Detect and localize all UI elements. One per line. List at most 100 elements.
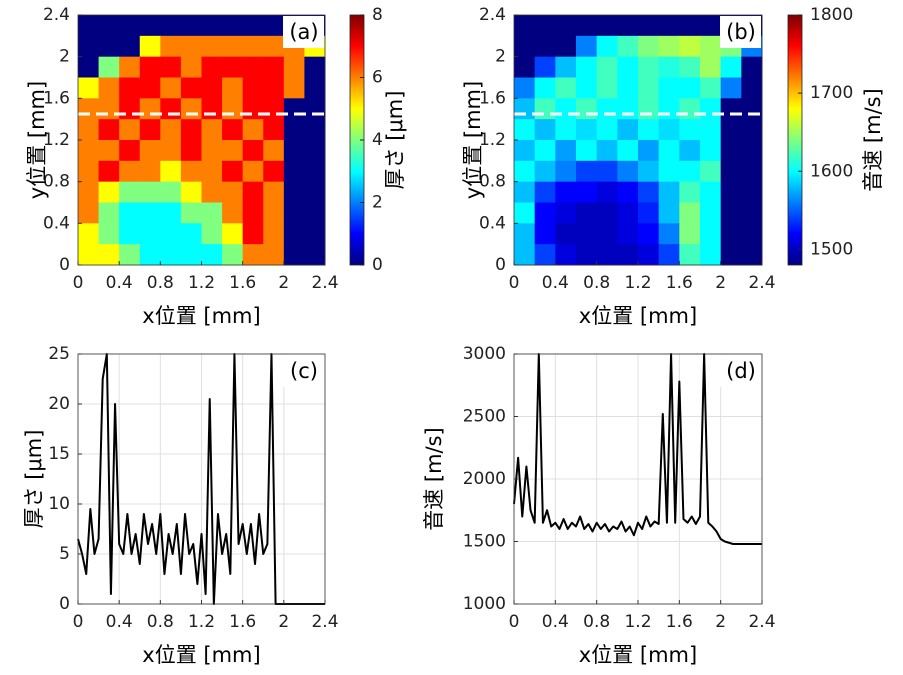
heat-cell [201, 77, 223, 99]
heat-cell [700, 223, 722, 245]
heat-cell [617, 140, 639, 162]
heat-cell [638, 140, 660, 162]
y-tick-label: 10 [48, 494, 70, 514]
heat-cell [98, 223, 120, 245]
x-tick-label: 1.6 [666, 612, 693, 632]
heat-cell [119, 223, 141, 245]
heat-cell [78, 202, 100, 224]
heat-cell [555, 202, 577, 224]
heat-cell [576, 15, 598, 37]
x-axis-label: x位置 [mm] [142, 643, 260, 667]
heat-cell [555, 119, 577, 141]
heat-cell [741, 202, 763, 224]
heat-cell [222, 244, 244, 266]
heat-cell [617, 56, 639, 78]
heat-cell [222, 98, 244, 120]
heat-cell [222, 15, 244, 37]
heat-cell [263, 119, 285, 141]
y-tick-label: 0 [59, 255, 70, 275]
heat-cell [201, 119, 223, 141]
panel-annotation: (d) [726, 359, 756, 383]
heat-cell [576, 119, 598, 141]
heat-cell [304, 140, 326, 162]
heat-cell [263, 98, 285, 120]
heat-cell [514, 223, 536, 245]
x-tick-label: 0.4 [542, 273, 569, 293]
heat-cell [679, 119, 701, 141]
heat-cell [160, 160, 182, 183]
heat-cell [720, 160, 742, 183]
heat-cell [658, 160, 680, 183]
heat-cell [720, 223, 742, 245]
heat-cell [596, 15, 618, 37]
heat-cell [617, 15, 639, 37]
colorbar-tick-label: 4 [372, 130, 383, 150]
heat-cell [242, 160, 264, 183]
heat-cell [222, 223, 244, 245]
x-tick-label: 2.4 [748, 273, 775, 293]
x-tick-label: 1.2 [624, 273, 651, 293]
heat-cell [98, 35, 120, 58]
y-tick-label: 0.4 [43, 213, 70, 233]
x-tick-label: 2.4 [311, 612, 338, 632]
heat-cell [304, 56, 326, 78]
heat-cell [576, 223, 598, 245]
heat-cell [283, 98, 305, 120]
heat-cell [534, 77, 556, 99]
heat-cell [139, 202, 161, 224]
heat-cell [242, 181, 264, 203]
heat-cell [283, 223, 305, 245]
heat-cell [160, 223, 182, 245]
heat-cell [534, 202, 556, 224]
heat-cell [78, 98, 100, 120]
heat-cell [242, 56, 264, 78]
heat-cell [720, 56, 742, 78]
heat-cell [119, 35, 141, 58]
y-axis-label: 音速 [m/s] [422, 427, 446, 531]
heat-cell [700, 244, 722, 266]
y-tick-label: 5 [59, 544, 70, 564]
heat-cell [139, 181, 161, 203]
heat-cell [617, 223, 639, 245]
heat-cell [658, 181, 680, 203]
heat-cell [222, 140, 244, 162]
heat-cell [534, 244, 556, 266]
heat-cell [638, 119, 660, 141]
heat-cell [679, 35, 701, 58]
heat-cell [700, 119, 722, 141]
heat-cell [700, 140, 722, 162]
y-tick-label: 1.6 [43, 88, 70, 108]
heat-cell [638, 223, 660, 245]
heat-cell [617, 119, 639, 141]
heat-cell [180, 77, 202, 99]
x-tick-label: 0.8 [147, 273, 174, 293]
heat-cell [720, 119, 742, 141]
heat-cell [741, 181, 763, 203]
heat-cell [720, 244, 742, 266]
x-tick-label: 0.4 [106, 612, 133, 632]
heat-cell [139, 56, 161, 78]
heat-cell [180, 15, 202, 37]
heat-cell [679, 56, 701, 78]
heat-cell [596, 56, 618, 78]
colorbar-tick-label: 0 [372, 255, 383, 275]
x-tick-label: 0.8 [583, 612, 610, 632]
y-tick-label: 2 [495, 47, 506, 67]
heat-cell [638, 77, 660, 99]
panel-annotation: (c) [290, 359, 318, 383]
heat-cell [658, 119, 680, 141]
heat-cell [679, 15, 701, 37]
heat-cell [555, 77, 577, 99]
x-tick-label: 0 [509, 612, 520, 632]
heat-cell [514, 98, 536, 120]
heat-cell [201, 160, 223, 183]
heat-cell [160, 140, 182, 162]
x-tick-label: 2 [715, 273, 726, 293]
colorbar-tick-label: 8 [372, 5, 383, 25]
heat-cell [263, 202, 285, 224]
panel-annotation: (b) [726, 20, 756, 44]
heat-cell [741, 223, 763, 245]
y-axis-label: y位置 [mm] [25, 81, 49, 199]
colorbar-label: 厚さ [μm] [383, 91, 407, 190]
heat-cell [160, 119, 182, 141]
